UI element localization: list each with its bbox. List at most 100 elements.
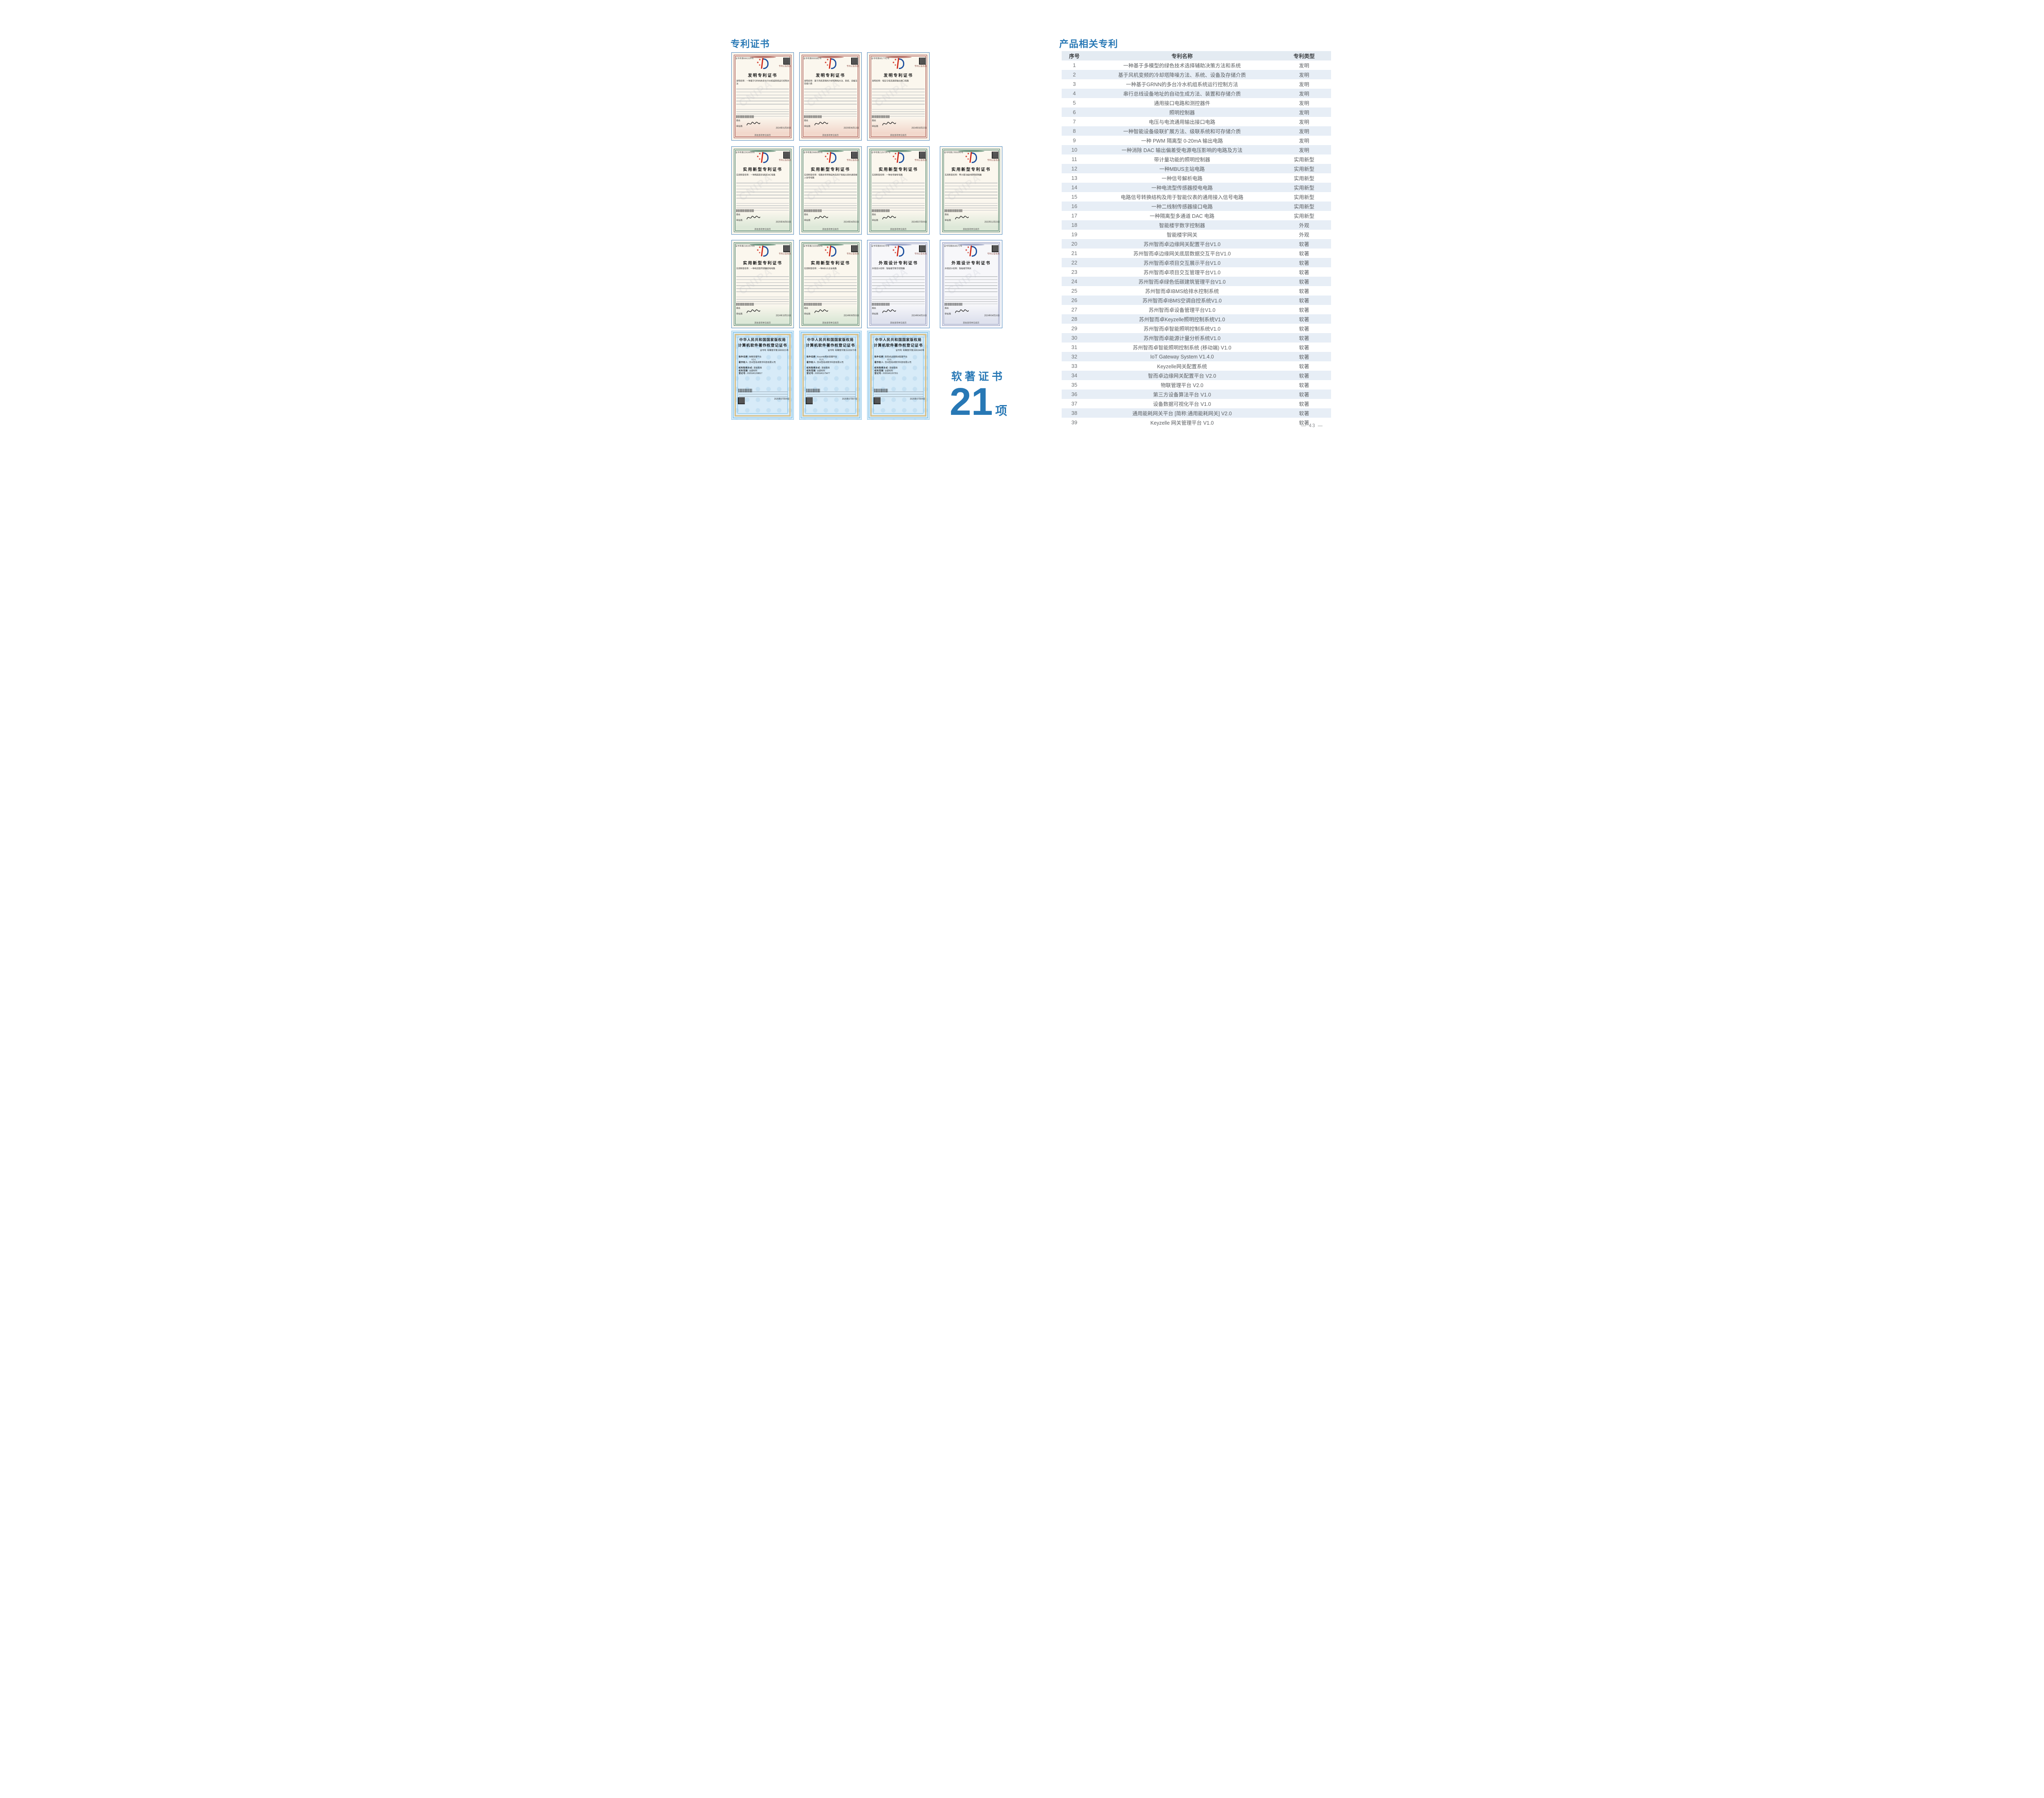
ornament [749, 56, 776, 58]
document-page: 专利证书 产品相关专利 CNIPA 证书号第6661534号 ★★★ 专利公告信… [693, 0, 1351, 450]
certificate-title: 外观设计专利证书 [879, 261, 918, 266]
patent-type-cell: 软著 [1299, 307, 1309, 313]
patent-name: 实用新型名称：带计量功能的照明控制器 [945, 174, 982, 177]
patent-type-cell: 软著 [1299, 345, 1309, 351]
signature-icon [814, 309, 828, 313]
patent-name-cell: 智能楼宇数字控制器 [1159, 223, 1205, 228]
grant-date: 2025年06月13日 [843, 127, 859, 129]
certificate-title: 实用新型专利证书 [811, 168, 850, 172]
patent-type-cell: 发明 [1299, 119, 1309, 125]
patent-name-cell: 物联管理平台 V2.0 [1161, 383, 1204, 388]
grant-date: 2024年09月03日 [843, 314, 859, 317]
patent-certificate: CNIPA 证书号第17855545号 ★★★ 专利公告信息 实用新型专利证书 … [940, 146, 1002, 235]
registration-date: 2025年07月09日 [774, 398, 789, 400]
software-cert-count: 21 项 [950, 383, 1008, 421]
patent-no-cell: 16 [1071, 203, 1078, 209]
patent-certificate: CNIPA 证书号第21816578号 ★★★ 专利公告信息 实用新型专利证书 … [731, 240, 794, 328]
qr-code-icon [919, 245, 926, 252]
patent-name-cell: 苏州智而卓项目交互展示平台V1.0 [1143, 260, 1221, 266]
ornament [885, 244, 912, 246]
barcode [736, 115, 754, 118]
patent-name-cell: 苏州智而卓设备管理平台V1.0 [1148, 307, 1216, 313]
certificate-number: 证书号: 软著登字第16863449号 [895, 349, 924, 352]
barcode [738, 389, 752, 392]
signature-block: 局长 申长雨 [872, 307, 896, 318]
qr-code-icon [851, 245, 858, 252]
patent-type-cell: 发明 [1299, 72, 1309, 78]
table-row: 3 一种基于GRNN的多台冷水机组系统运行控制方法 发明 [1062, 79, 1331, 89]
footer-band [870, 305, 927, 326]
certificate-number: 证书号第21816578号 [735, 245, 755, 248]
footer-band [802, 305, 859, 326]
signature-block: 局长 申长雨 [872, 213, 896, 224]
table-row: 1 一种基于多模型的绿色技术选择辅助决策方法和系统 发明 [1062, 60, 1331, 70]
grant-date: 2024年03月22日 [911, 127, 927, 129]
table-row: 27 苏州智而卓设备管理平台V1.0 软著 [1062, 305, 1331, 314]
patent-name-cell: Keyzelle 网关管理平台 V1.0 [1150, 420, 1214, 426]
body-text-lines [872, 183, 925, 201]
table-row: 36 第三方设备算法平台 V1.0 软著 [1062, 390, 1331, 399]
signature-icon [746, 122, 760, 125]
certificate-number: 证书号第6817761号 [871, 57, 890, 60]
certificate-number: 证书号第21267047号 [871, 151, 891, 154]
cnipa-logo-icon: ★ ★ ★ [892, 152, 905, 163]
patent-name-cell: 第三方设备算法平台 V1.0 [1153, 392, 1211, 398]
patent-type-cell: 实用新型 [1293, 176, 1314, 181]
patent-name-cell: 一种智能设备级联扩展方法、级联系统和可存储介质 [1123, 129, 1241, 134]
cnipa-logo-icon: ★ ★ ★ [757, 152, 769, 163]
patent-type-cell: 软著 [1299, 326, 1309, 332]
registration-date: 2025年07月07日 [842, 398, 857, 400]
body-text-lines [804, 276, 857, 294]
certificate-title: 计算机软件著作权登记证书 [738, 343, 787, 347]
patent-name: 实用新型名称：一种电流型传感器授电电路 [736, 267, 775, 270]
table-row: 37 设备数据可视化平台 V1.0 软著 [1062, 399, 1331, 408]
patent-name-cell: 苏州智而卓边缘网关配置平台V1.0 [1143, 242, 1221, 247]
certificate-number: 证书号第6661534号 [735, 57, 754, 60]
column-header: 专利类型 [1293, 53, 1315, 59]
qr-code-icon [738, 397, 745, 404]
patent-no-cell: 22 [1071, 260, 1078, 266]
body-text-lines [804, 89, 857, 107]
patent-no-cell: 23 [1071, 269, 1078, 275]
patent-name-cell: 一种消除 DAC 输出偏差受电源电压影响的电路及方法 [1121, 148, 1243, 153]
patent-no-cell: 11 [1071, 156, 1077, 162]
signature-icon [882, 309, 896, 313]
patent-type-cell: 发明 [1299, 129, 1309, 134]
patent-no-cell: 26 [1071, 297, 1078, 303]
body-text-lines [736, 183, 789, 201]
patent-name-cell: 基于风机变频的冷却塔降噪方法、系统、设备及存储介质 [1118, 72, 1246, 78]
table-row: 17 一种隔离型多通道 DAC 电路 实用新型 [1062, 211, 1331, 220]
signature-block: 局长 申长雨 [736, 119, 761, 130]
table-row: 13 一种信号解析电路 实用新型 [1062, 173, 1331, 183]
patent-name: 外观设计名称：智能楼宇数字控制器 [872, 267, 905, 270]
footer-note: 其他事项参见续页 [754, 322, 771, 324]
qr-caption: 专利公告信息 [847, 159, 859, 162]
signature-icon [814, 122, 828, 125]
table-row: 4 串行总线设备地址的自动生成方法、装置和存储介质 发明 [1062, 89, 1331, 98]
patent-type-cell: 发明 [1299, 82, 1309, 87]
table-row: 34 智而卓边缘网关配置平台 V2.0 软著 [1062, 371, 1331, 380]
qr-code-icon [992, 152, 999, 159]
qr-caption: 专利公告信息 [987, 159, 1000, 162]
certificate-title: 发明专利证书 [816, 74, 845, 78]
patent-certificate: CNIPA 证书号第22926608号 ★★★ 专利公告信息 实用新型专利证书 … [731, 146, 794, 235]
patent-type-cell: 发明 [1299, 138, 1309, 144]
patent-type-cell: 软著 [1299, 383, 1309, 388]
footer-note: 其他事项参见续页 [963, 228, 979, 231]
signature-block: 局长 申长雨 [945, 307, 969, 318]
patent-type-cell: 发明 [1299, 101, 1309, 106]
patent-name-cell: 苏州智而卓能源计量分析系统V1.0 [1143, 336, 1221, 341]
table-row: 10 一种消除 DAC 输出偏差受电源电压影响的电路及方法 发明 [1062, 145, 1331, 154]
patent-type-cell: 实用新型 [1293, 157, 1314, 163]
table-row: 29 苏州智而卓智能照明控制系统V1.0 软著 [1062, 324, 1331, 333]
grant-date: 2024年04月16日 [911, 314, 927, 317]
table-row: 19 智能楼宇网关 外观 [1062, 230, 1331, 239]
patent-no-cell: 33 [1071, 363, 1078, 369]
patent-name-cell: 电路信号转换结构及用于智能仪表的通用接入信号电路 [1121, 195, 1244, 200]
table-row: 9 一种 PWM 隔离型 0-20mA 输出电路 发明 [1062, 136, 1331, 145]
software-cert-label: 软著证书 [951, 370, 1006, 383]
body-text-lines [804, 183, 857, 201]
patent-no-cell: 19 [1071, 231, 1078, 237]
barcode [806, 389, 820, 392]
qr-caption: 专利公告信息 [987, 253, 1000, 255]
